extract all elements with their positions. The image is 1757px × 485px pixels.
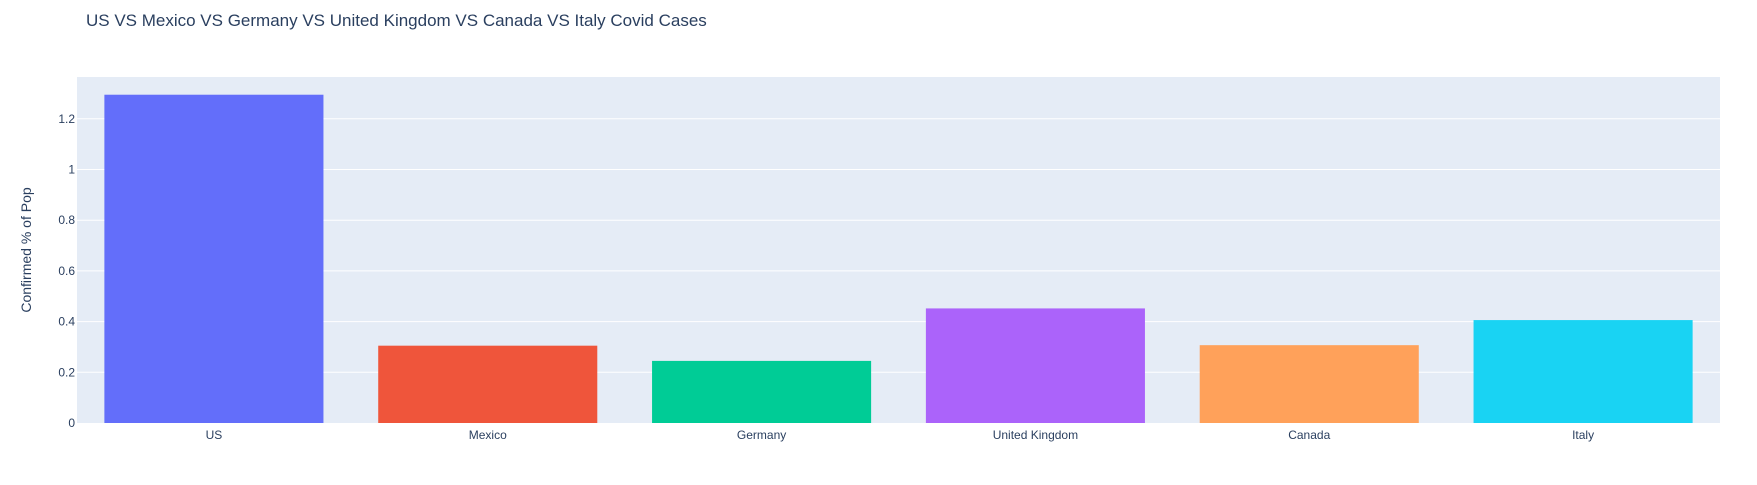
bar-mexico[interactable] <box>378 345 598 423</box>
chart-title: US VS Mexico VS Germany VS United Kingdo… <box>86 11 707 30</box>
y-tick-label: 0.6 <box>58 264 75 278</box>
x-tick-label: Mexico <box>469 428 507 442</box>
bars <box>104 94 1693 423</box>
y-tick-label: 1 <box>68 163 75 177</box>
gridlines <box>77 118 1720 373</box>
bar-germany[interactable] <box>652 360 872 423</box>
y-tick-label: 0 <box>68 416 75 430</box>
y-tick-label: 0.2 <box>58 365 75 379</box>
x-tick-label: Italy <box>1572 428 1594 442</box>
plot-area <box>77 77 1720 423</box>
x-tick-label: US <box>206 428 223 442</box>
bar-italy[interactable] <box>1473 320 1693 423</box>
bar-canada[interactable] <box>1199 345 1419 423</box>
y-tick-label: 1.2 <box>58 112 75 126</box>
x-tick-label: United Kingdom <box>993 428 1078 442</box>
bar-united-kingdom[interactable] <box>925 308 1145 423</box>
y-axis-ticks: 0 0.2 0.4 0.6 0.8 1 1.2 <box>58 112 75 430</box>
x-tick-label: Germany <box>737 428 786 442</box>
y-axis-title: Confirmed % of Pop <box>18 187 34 312</box>
x-tick-label: Canada <box>1288 428 1330 442</box>
x-axis-ticks: US Mexico Germany United Kingdom Canada Italy <box>206 428 1595 442</box>
y-tick-label: 0.4 <box>58 315 75 329</box>
bar-us[interactable] <box>104 94 324 423</box>
y-tick-label: 0.8 <box>58 213 75 227</box>
